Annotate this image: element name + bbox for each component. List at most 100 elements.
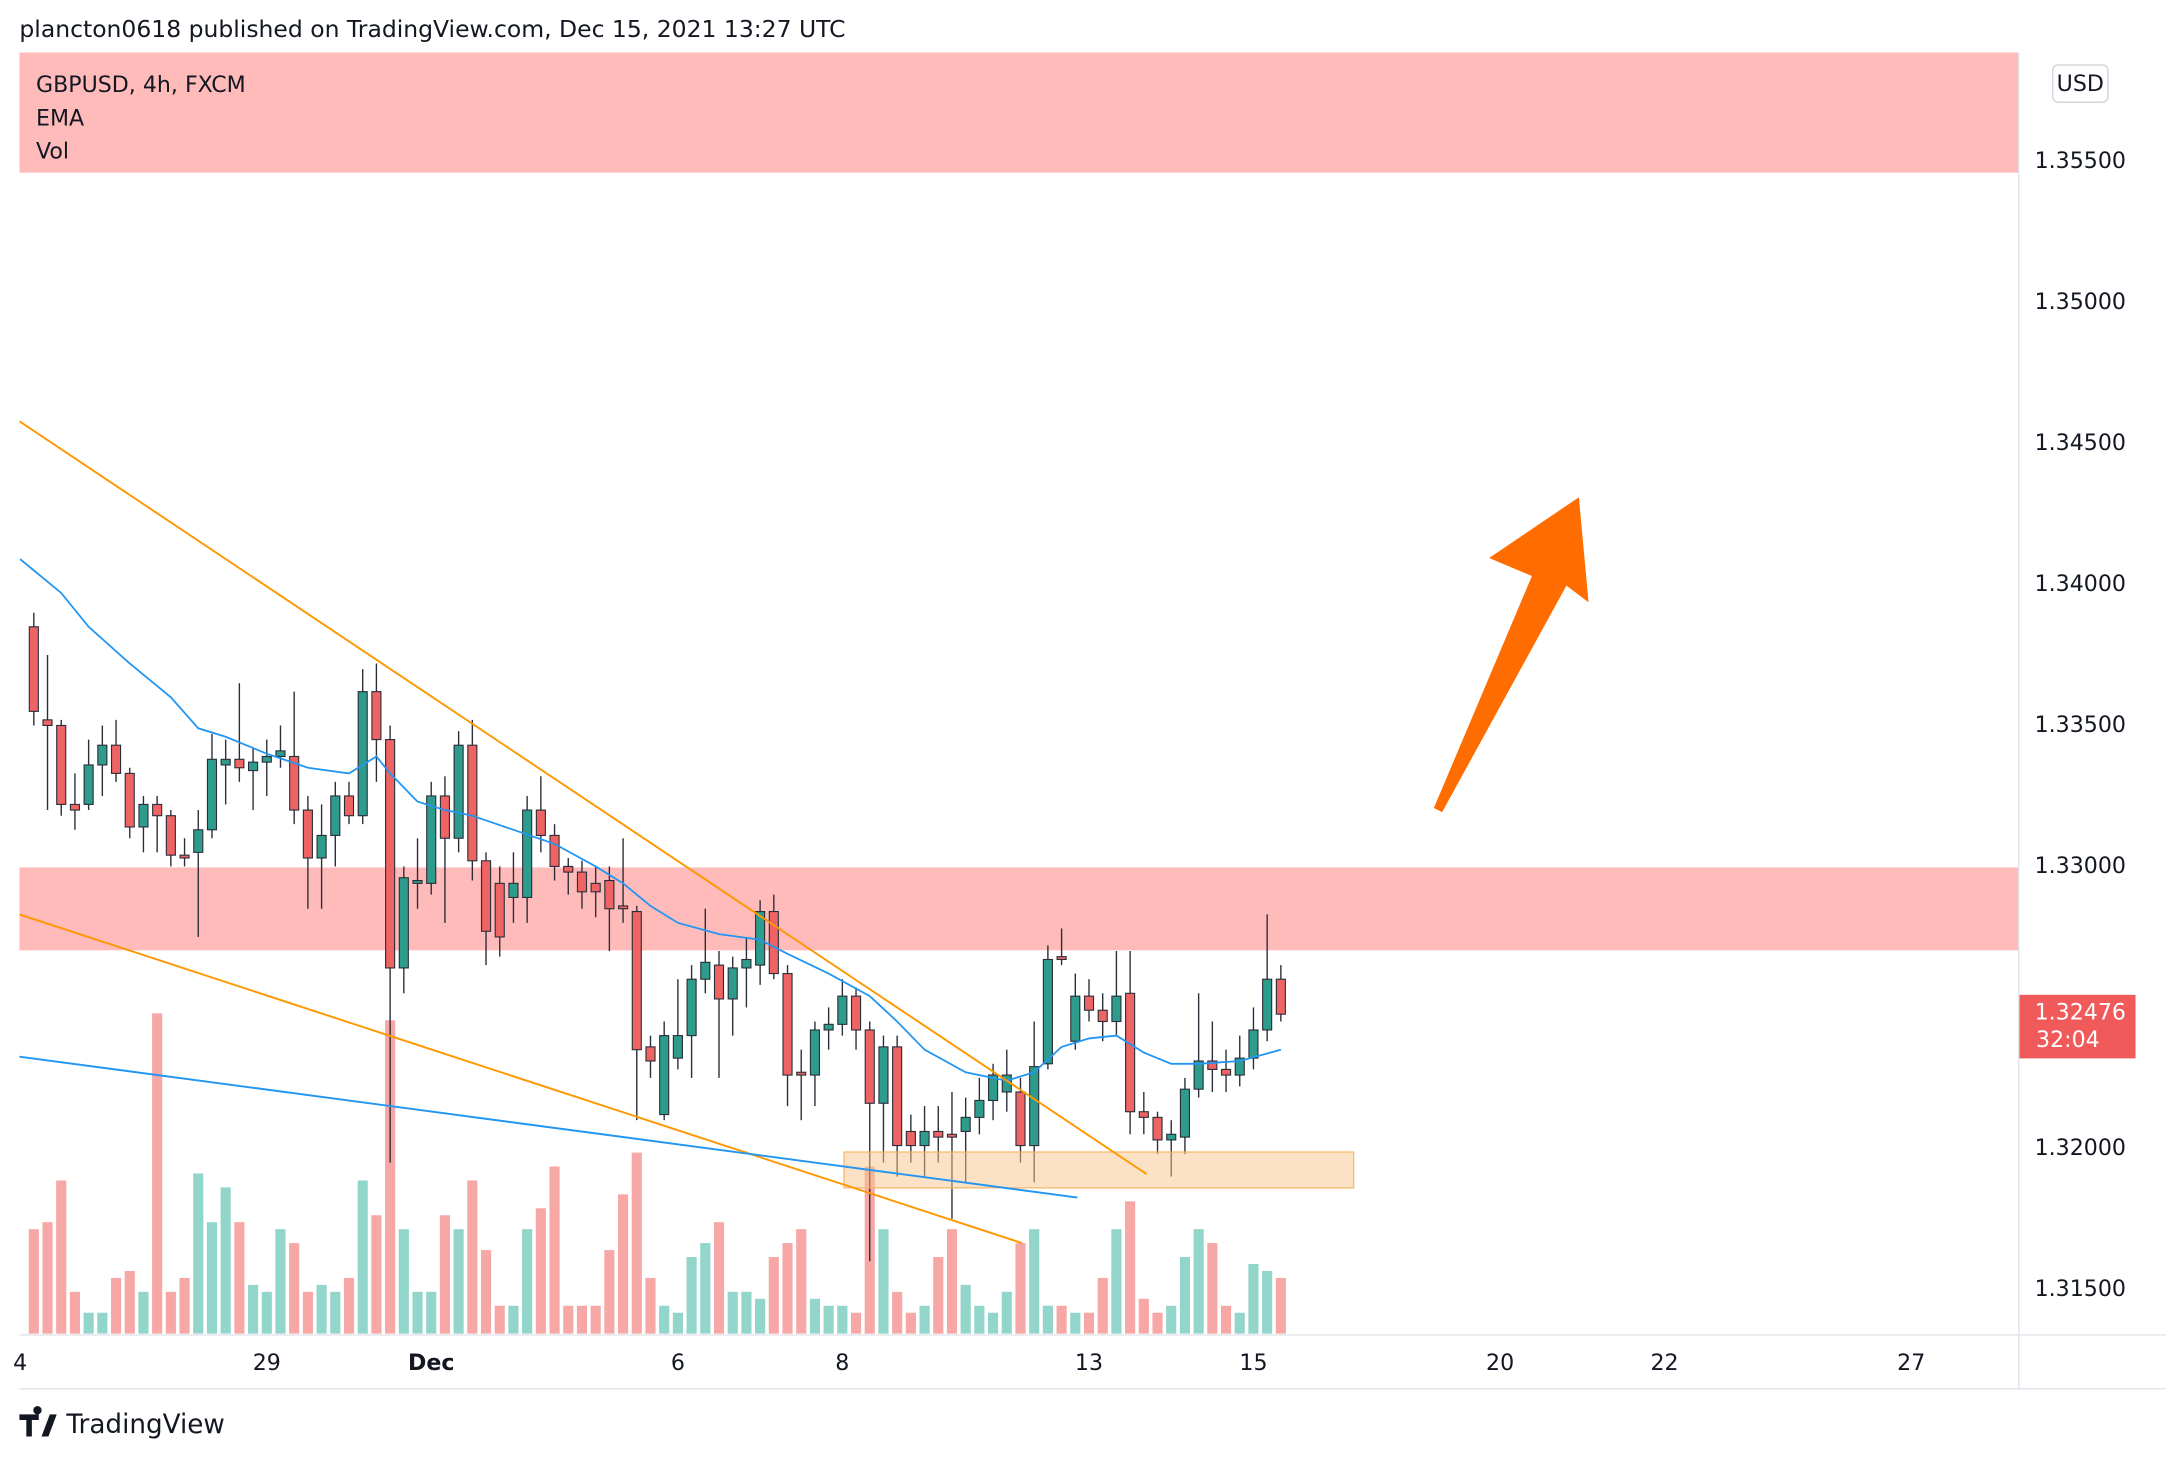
volume-bar (631, 1152, 642, 1334)
candle-body (508, 882, 519, 899)
volume-bar (659, 1305, 670, 1334)
volume-bar (988, 1312, 999, 1334)
candle-body (988, 1074, 999, 1102)
candle-body (97, 744, 108, 766)
volume-bar (357, 1180, 368, 1334)
volume-bar (97, 1312, 108, 1334)
volume-bar (439, 1215, 451, 1334)
y-tick-label: 1.35000 (2035, 289, 2126, 315)
candle-body (330, 795, 341, 836)
volume-bar (261, 1291, 272, 1334)
candle-body (343, 795, 355, 817)
volume-bar (1015, 1243, 1026, 1334)
volume-bar (179, 1277, 190, 1334)
y-tick-label: 1.31500 (2035, 1276, 2126, 1302)
volume-bar (1220, 1305, 1232, 1334)
volume-bar (1111, 1229, 1122, 1334)
candle-body (1111, 995, 1122, 1023)
candle-body (316, 834, 327, 859)
candle-body (371, 691, 382, 741)
volume-bar (453, 1229, 464, 1334)
candle-body (480, 860, 492, 932)
volume-bar (878, 1229, 889, 1334)
volume-bar (672, 1312, 683, 1334)
volume-bar (385, 1020, 396, 1334)
volume-bar (234, 1222, 245, 1334)
candle-body (1262, 978, 1273, 1031)
candle-body (138, 803, 149, 828)
indicator-legend: EMA (36, 105, 84, 131)
candle-body (28, 626, 39, 712)
candle-body (152, 803, 163, 817)
axes: 1.315001.320001.325001.330001.335001.340… (13, 148, 2136, 1376)
volume-bar (563, 1305, 574, 1334)
currency-box[interactable] (2051, 64, 2109, 103)
candle-body (974, 1099, 985, 1118)
candle-body (1234, 1057, 1245, 1076)
volume-bar (535, 1208, 546, 1334)
indicator-legend: Vol (36, 138, 69, 164)
candle-body (796, 1071, 807, 1076)
resistance-zone (19, 52, 2019, 173)
candle-body (124, 772, 135, 828)
candle-body (453, 744, 464, 839)
candle-body (919, 1130, 930, 1147)
candle-body (604, 879, 615, 910)
volume-bar (1001, 1291, 1012, 1334)
volume-bar (946, 1229, 958, 1334)
candle-body (1275, 978, 1286, 1015)
volume-bar (330, 1291, 341, 1334)
volume-bar (1262, 1270, 1273, 1334)
volume-bar (412, 1291, 423, 1334)
candle-body (385, 739, 396, 969)
volume-bar (1248, 1263, 1259, 1334)
volume-bar (522, 1229, 533, 1334)
candle-body (823, 1023, 834, 1031)
candle-body (1166, 1133, 1177, 1141)
candle-body (69, 803, 81, 811)
x-tick-label: 29 (253, 1350, 281, 1376)
candle-body (261, 755, 272, 763)
candle-body (659, 1035, 670, 1116)
last-price-label: 1.32476 (2035, 999, 2126, 1025)
candle-body (289, 755, 300, 811)
candle-body (357, 691, 368, 817)
candle-body (275, 750, 286, 758)
candle-body (56, 724, 67, 805)
volume-bar (782, 1243, 793, 1334)
y-tick-label: 1.33500 (2035, 712, 2126, 738)
candle-body (1207, 1060, 1218, 1070)
candle-body (645, 1046, 656, 1062)
y-tick-label: 1.35500 (2035, 148, 2126, 174)
candle-body (1248, 1029, 1259, 1059)
candle-body (110, 744, 122, 774)
volume-bar (618, 1194, 629, 1334)
volume-bar (1193, 1229, 1204, 1334)
resistance-zone (19, 867, 2019, 951)
volume-bar (933, 1257, 944, 1334)
volume-bar (343, 1277, 355, 1334)
candle-body (782, 973, 793, 1076)
candle-body (398, 877, 409, 969)
volume-bar (426, 1291, 437, 1334)
volume-bar (960, 1284, 971, 1334)
volume-bar (248, 1284, 259, 1334)
volume-bar (590, 1305, 601, 1334)
volume-bar (69, 1291, 81, 1334)
candle-body (179, 854, 190, 859)
x-tick-label: 6 (671, 1350, 685, 1376)
candle-body (1152, 1116, 1163, 1141)
candle-body (933, 1130, 944, 1138)
x-tick-label: 20 (1486, 1350, 1514, 1376)
candles (28, 612, 1286, 1262)
candle-body (1083, 995, 1095, 1011)
candle-body (234, 758, 245, 769)
candle-body (1138, 1111, 1149, 1118)
y-tick-label: 1.33000 (2035, 853, 2126, 879)
currency-label[interactable]: USD (2057, 71, 2104, 97)
volume-bar (919, 1305, 930, 1334)
candle-body (618, 905, 629, 910)
x-tick-label: 22 (1650, 1350, 1678, 1376)
